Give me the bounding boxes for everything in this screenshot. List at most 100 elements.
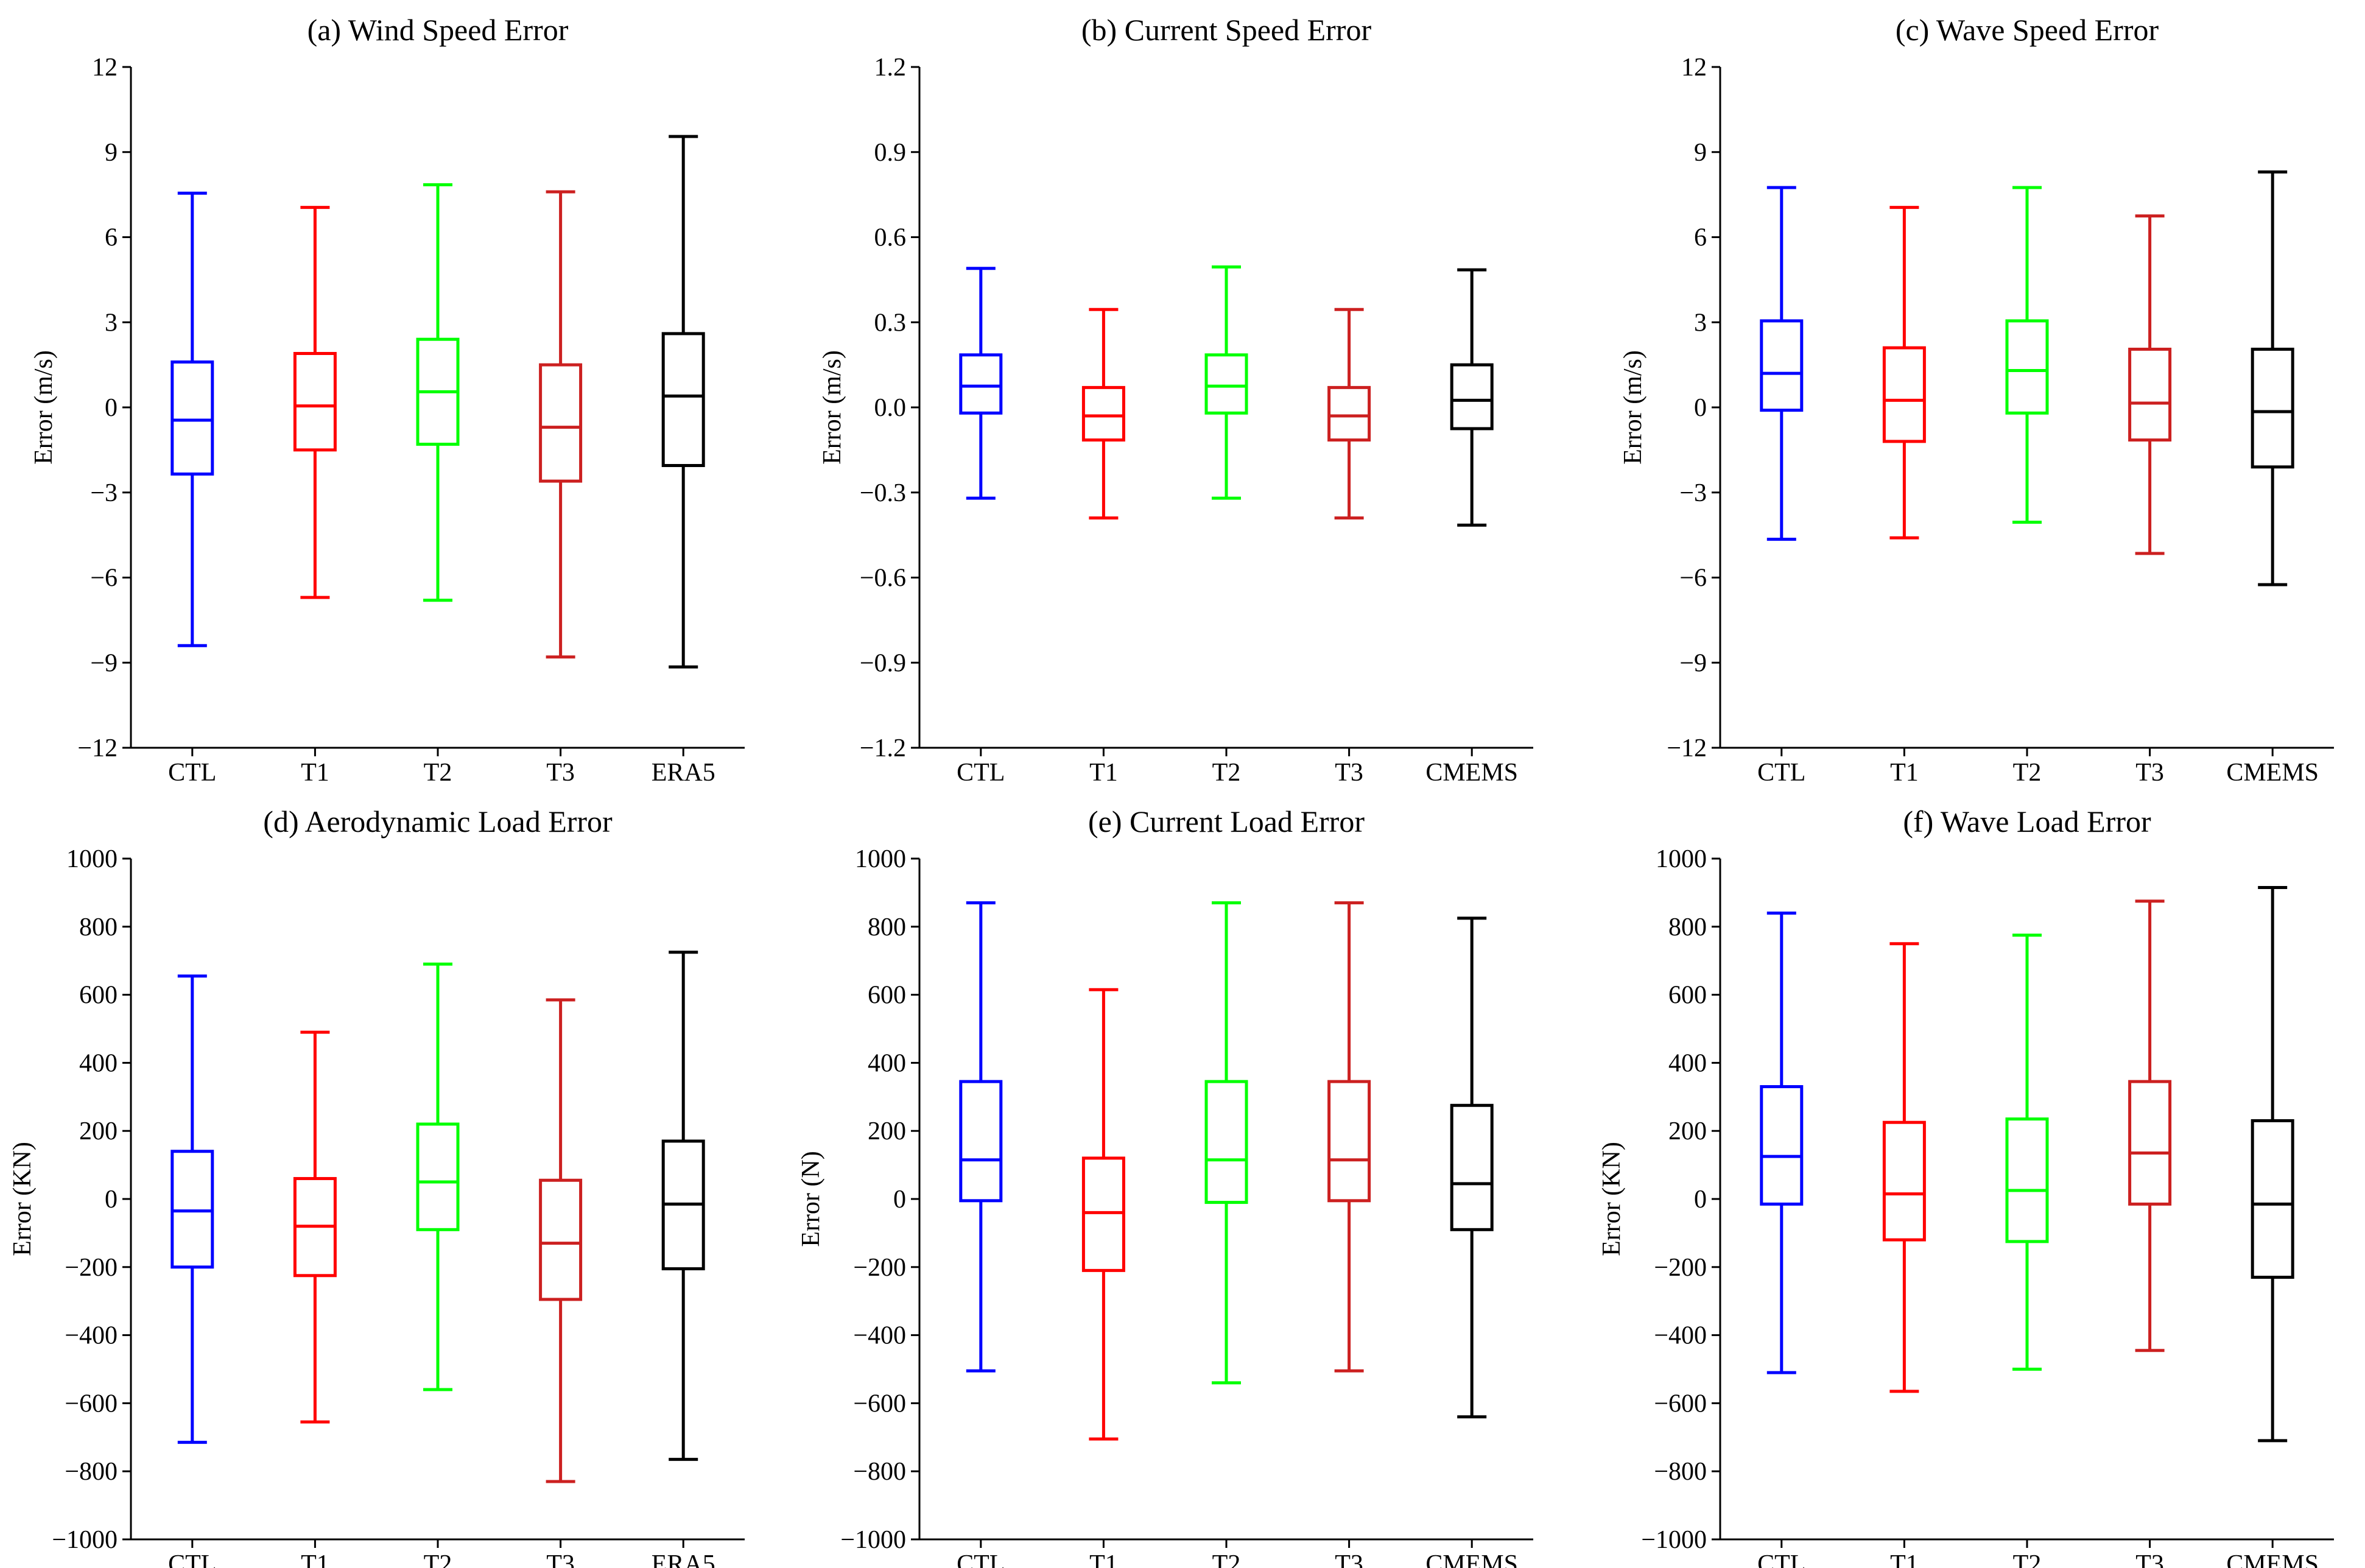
iqr-box bbox=[170, 360, 214, 476]
x-tick-label: T3 bbox=[2135, 1550, 2164, 1568]
box-t1 bbox=[1882, 206, 1926, 540]
x-tick-label: T1 bbox=[1089, 759, 1118, 787]
panel-title: (e) Current Load Error bbox=[1088, 804, 1365, 838]
y-tick-label: −400 bbox=[1654, 1322, 1707, 1350]
y-tick-label: 12 bbox=[1681, 54, 1707, 82]
x-tick-label: CTL bbox=[168, 759, 216, 787]
x-tick-label: T1 bbox=[1890, 1550, 1919, 1568]
box-ctl bbox=[959, 901, 1003, 1373]
y-tick-label: 1000 bbox=[855, 845, 906, 873]
x-tick-label: CTL bbox=[957, 1550, 1005, 1568]
y-tick-label: 1000 bbox=[1656, 845, 1707, 873]
iqr-box bbox=[1450, 1103, 1494, 1231]
iqr-box bbox=[293, 351, 337, 452]
x-tick-label: T1 bbox=[301, 759, 329, 787]
y-tick-label: −9 bbox=[90, 649, 118, 677]
iqr-box bbox=[661, 332, 705, 467]
iqr-box bbox=[2005, 319, 2049, 415]
iqr-box bbox=[2251, 348, 2294, 469]
x-tick-label: CTL bbox=[168, 1550, 216, 1568]
y-tick-label: 6 bbox=[1694, 224, 1707, 252]
box-t1 bbox=[293, 206, 337, 599]
box-t3 bbox=[2128, 899, 2172, 1352]
y-tick-label: 800 bbox=[1668, 913, 1707, 941]
iqr-box bbox=[539, 1178, 583, 1301]
x-tick-label: CMEMS bbox=[1425, 759, 1518, 787]
x-tick-label: T3 bbox=[1335, 759, 1363, 787]
y-tick-label: −200 bbox=[853, 1254, 906, 1282]
box-cmems bbox=[2251, 170, 2294, 586]
y-tick-label: −12 bbox=[1667, 734, 1707, 762]
y-tick-label: −9 bbox=[1679, 649, 1707, 677]
iqr-box bbox=[2005, 1117, 2049, 1243]
chart-panel-2: (b) Current Speed Error −1.2 −0.9 −0.6 −0.3 0… bbox=[818, 13, 1533, 787]
y-axis-label: Error (N) bbox=[797, 1151, 825, 1246]
y-tick-label: 0 bbox=[893, 1186, 906, 1214]
box-t2 bbox=[416, 962, 460, 1391]
y-tick-label: −400 bbox=[853, 1322, 906, 1350]
box-t2 bbox=[2005, 186, 2049, 524]
y-tick-label: −12 bbox=[77, 734, 118, 762]
y-axis-label: Error (m/s) bbox=[818, 350, 846, 465]
y-tick-label: −1.2 bbox=[860, 734, 906, 762]
iqr-box bbox=[1081, 1156, 1125, 1272]
iqr-box bbox=[1327, 385, 1371, 442]
iqr-box bbox=[2128, 348, 2172, 442]
box-t1 bbox=[1081, 988, 1125, 1441]
y-tick-label: −1000 bbox=[1641, 1526, 1707, 1554]
panel-title: (a) Wind Speed Error bbox=[307, 13, 569, 47]
box-cmems bbox=[1450, 916, 1494, 1419]
y-tick-label: −400 bbox=[65, 1322, 118, 1350]
iqr-box bbox=[539, 363, 583, 483]
y-tick-label: −600 bbox=[65, 1390, 118, 1418]
box-ctl bbox=[170, 191, 214, 647]
y-axis-label: Error (m/s) bbox=[30, 350, 58, 465]
y-tick-label: 0 bbox=[105, 1186, 118, 1214]
box-t3 bbox=[1327, 901, 1371, 1373]
y-tick-label: −3 bbox=[1679, 479, 1707, 507]
y-tick-label: −600 bbox=[1654, 1390, 1707, 1418]
x-tick-label: CMEMS bbox=[2226, 1550, 2319, 1568]
iqr-box bbox=[959, 1080, 1003, 1203]
y-tick-label: 200 bbox=[868, 1117, 906, 1145]
y-tick-label: 0.0 bbox=[874, 394, 907, 422]
iqr-box bbox=[416, 1122, 460, 1231]
x-tick-label: CTL bbox=[957, 759, 1005, 787]
box-t1 bbox=[293, 1030, 337, 1424]
iqr-box bbox=[1204, 353, 1248, 415]
y-tick-label: −0.3 bbox=[860, 479, 906, 507]
y-tick-label: −0.6 bbox=[860, 564, 906, 592]
x-tick-label: T1 bbox=[1890, 759, 1919, 787]
y-tick-label: 3 bbox=[105, 309, 118, 337]
box-t3 bbox=[1327, 308, 1371, 520]
x-tick-label: CMEMS bbox=[2226, 759, 2319, 787]
x-tick-label: T2 bbox=[424, 759, 452, 787]
box-cmems bbox=[1450, 268, 1494, 527]
x-tick-label: T2 bbox=[1212, 759, 1241, 787]
x-tick-label: CTL bbox=[1757, 759, 1805, 787]
y-tick-label: 600 bbox=[868, 982, 906, 1010]
y-tick-label: 200 bbox=[79, 1117, 118, 1145]
y-axis-label: Error (KN) bbox=[1598, 1142, 1626, 1256]
panel-title: (f) Wave Load Error bbox=[1903, 804, 2151, 838]
box-ctl bbox=[1760, 186, 1804, 541]
y-tick-label: 1000 bbox=[66, 845, 118, 873]
box-t3 bbox=[539, 190, 583, 659]
y-tick-label: 0.3 bbox=[874, 309, 907, 337]
x-tick-label: T2 bbox=[424, 1550, 452, 1568]
box-cmems bbox=[2251, 886, 2294, 1443]
x-tick-label: T2 bbox=[2013, 1550, 2042, 1568]
iqr-box bbox=[1760, 1085, 1804, 1206]
y-tick-label: −6 bbox=[1679, 564, 1707, 592]
box-t2 bbox=[416, 183, 460, 602]
y-tick-label: 0.6 bbox=[874, 224, 907, 252]
x-tick-label: ERA5 bbox=[652, 1550, 715, 1568]
x-tick-label: T3 bbox=[2135, 759, 2164, 787]
y-tick-label: 400 bbox=[1668, 1049, 1707, 1077]
x-tick-label: T1 bbox=[1089, 1550, 1118, 1568]
y-tick-label: −6 bbox=[90, 564, 118, 592]
y-tick-label: 1.2 bbox=[874, 54, 907, 82]
y-tick-label: 0 bbox=[1694, 1186, 1707, 1214]
